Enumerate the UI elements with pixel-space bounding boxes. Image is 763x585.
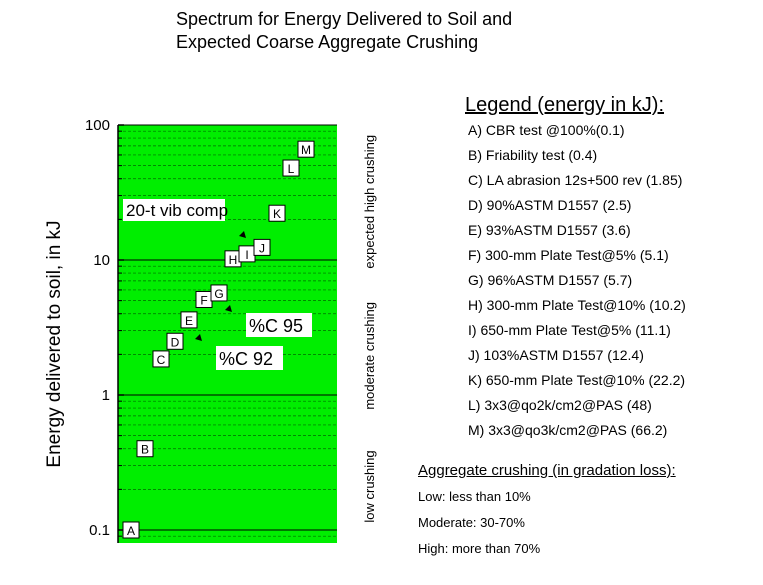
annotation-label: %C 92 (219, 349, 273, 369)
chart-title: Spectrum for Energy Delivered to Soil an… (176, 8, 512, 54)
y-tick-label: 100 (85, 117, 110, 134)
data-point-box-j (253, 238, 271, 256)
chart-title-line-2: Expected Coarse Aggregate Crushing (176, 32, 479, 52)
data-point-box-g (210, 284, 228, 302)
data-point-box-e (180, 311, 198, 329)
data-point-label-g: G (214, 287, 223, 301)
data-point-label-i: I (245, 248, 248, 262)
data-point-box-a (122, 521, 140, 539)
data-point-label-b: B (141, 443, 149, 457)
legend-item: D) 90%ASTM D1557 (2.5) (468, 197, 632, 213)
legend-list: A) CBR test @100%(0.1) B) Friability tes… (468, 121, 686, 446)
chart-title-line-1: Spectrum for Energy Delivered to Soil an… (176, 9, 513, 29)
aggregate-crushing-list: Low: less than 10% Moderate: 30-70% High… (418, 488, 540, 566)
data-point-box-c (152, 350, 170, 368)
zone-label: expected high crushing (362, 135, 377, 269)
data-point-label-l: L (288, 162, 295, 176)
annotation-label: %C 95 (249, 316, 303, 336)
zone-label: moderate crushing (362, 302, 377, 410)
aggregate-crushing-item: High: more than 70% (418, 541, 541, 556)
data-point-box-l (282, 159, 300, 177)
data-point-label-j: J (259, 241, 265, 255)
legend-item: H) 300-mm Plate Test@10% (10.2) (468, 297, 686, 313)
data-point-label-d: D (171, 335, 180, 349)
legend-item: I) 650-mm Plate Test@5% (11.1) (468, 322, 671, 338)
aggregate-crushing-item: Moderate: 30-70% (418, 515, 525, 530)
legend-title: Legend (energy in kJ): (465, 94, 665, 116)
data-point-label-f: F (200, 293, 207, 307)
y-tick-label: 0.1 (89, 522, 110, 539)
legend-item: J) 103%ASTM D1557 (12.4) (468, 347, 644, 363)
aggregate-crushing-item: Low: less than 10% (418, 489, 531, 504)
aggregate-crushing-title: Aggregate crushing (in gradation loss): (418, 462, 676, 479)
annotation-box (246, 313, 312, 337)
legend-item: F) 300-mm Plate Test@5% (5.1) (468, 247, 669, 263)
legend-item: B) Friability test (0.4) (468, 147, 598, 163)
y-tick-label: 10 (93, 252, 110, 269)
legend-item: G) 96%ASTM D1557 (5.7) (468, 272, 633, 288)
legend-item: K) 650-mm Plate Test@10% (22.2) (468, 372, 686, 388)
annotation-label: 20-t vib comp (126, 201, 228, 220)
legend-item: M) 3x3@qo3k/cm2@PAS (66.2) (468, 422, 668, 438)
annotation-box (123, 199, 225, 221)
data-point-label-c: C (157, 353, 166, 367)
annotation-arrow (195, 334, 202, 341)
legend-item: C) LA abrasion 12s+500 rev (1.85) (468, 172, 683, 188)
data-point-label-e: E (185, 314, 193, 328)
data-point-box-m (297, 140, 315, 158)
data-point-box-d (166, 332, 184, 350)
legend-item: E) 93%ASTM D1557 (3.6) (468, 222, 631, 238)
data-point-label-h: H (229, 253, 238, 267)
annotation-arrow (239, 231, 246, 238)
y-axis-label: Energy delivered to soil, in kJ (44, 220, 65, 467)
data-point-label-m: M (301, 143, 311, 157)
zone-label: low crushing (362, 450, 377, 522)
data-point-box-k (268, 204, 286, 222)
annotation-arrow (225, 305, 232, 312)
legend-item: A) CBR test @100%(0.1) (468, 122, 625, 138)
data-point-label-a: A (127, 524, 135, 538)
legend-item: L) 3x3@qo2k/cm2@PAS (48) (468, 397, 652, 413)
y-tick-label: 1 (102, 387, 110, 404)
data-point-label-k: K (273, 207, 281, 221)
data-point-box-b (136, 440, 154, 458)
annotation-box (216, 346, 283, 370)
